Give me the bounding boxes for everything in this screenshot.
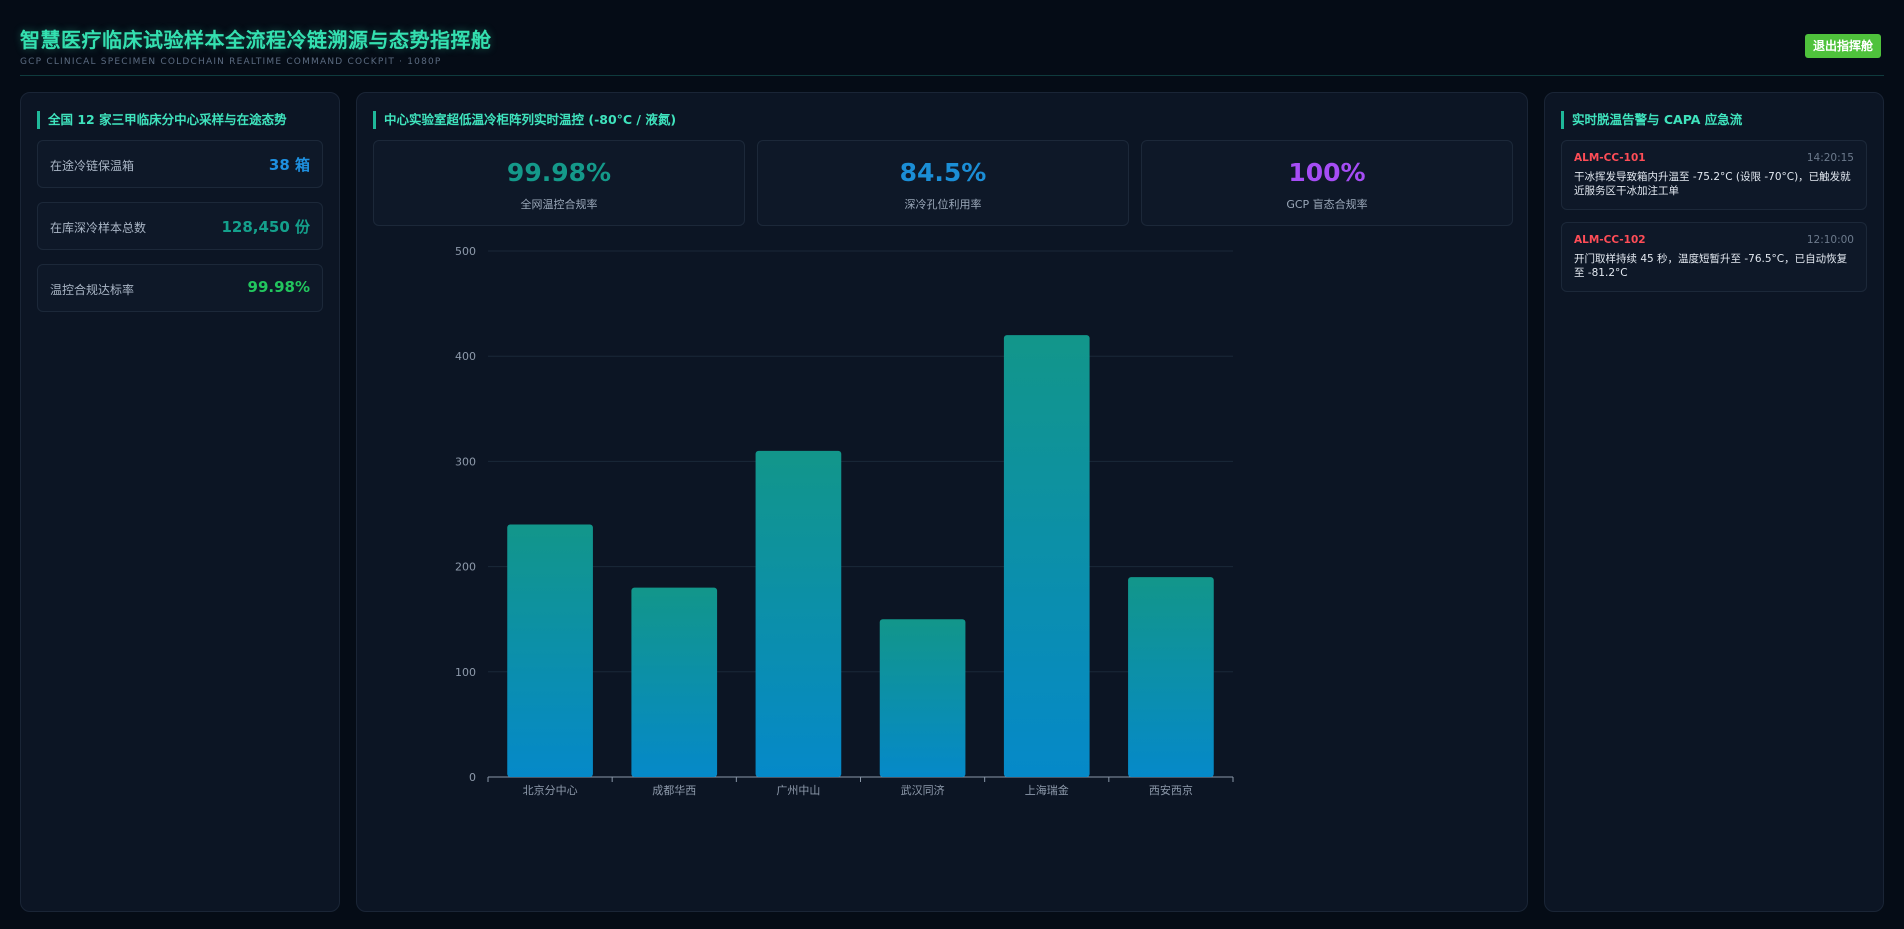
alarm-time: 14:20:15 (1806, 152, 1854, 164)
x-tick-label: 武汉同济 (901, 783, 945, 797)
kpi-value: 100% (1288, 158, 1366, 187)
stat-value: 99.98% (247, 278, 310, 296)
alarm-item[interactable]: ALM-CC-101 14:20:15 干冰挥发导致箱内升温至 -75.2°C … (1561, 140, 1867, 210)
bar (879, 619, 966, 777)
x-tick-label: 北京分中心 (523, 783, 578, 797)
alarm-text: 开门取样持续 45 秒，温度短暂升至 -76.5°C，已自动恢复至 -81.2°… (1574, 253, 1848, 279)
kpi-label: 深冷孔位利用率 (904, 198, 982, 211)
stat-value: 128,450 份 (221, 218, 310, 236)
stat-label: 温控合规达标率 (50, 283, 135, 297)
bar (507, 524, 593, 777)
bar-chart: 0 100 200 300 400 500 北京分中心 成都华西 广州中山 武汉同济 上海瑞金 西安西… (455, 245, 1234, 797)
panel-title: 实时脱温告警与 CAPA 应急流 (1561, 111, 1742, 129)
x-tick-label: 广州中山 (776, 784, 820, 797)
kpi-card-temp-compliance: 99.98% 全网温控合规率 (373, 140, 745, 226)
y-tick-label: 200 (455, 561, 476, 574)
alarm-time: 12:10:00 (1806, 234, 1854, 246)
y-tick-label: 0 (469, 771, 476, 784)
y-tick-label: 300 (455, 455, 476, 468)
bar (1128, 577, 1214, 777)
kpi-label: GCP 盲态合规率 (1286, 198, 1368, 211)
alarm-id: ALM-CC-101 (1574, 152, 1646, 164)
kpi-value: 84.5% (899, 158, 987, 187)
kpi-value: 99.98% (506, 158, 612, 187)
header: 智慧医疗临床试验样本全流程冷链溯源与态势指挥舱 GCP CLINICAL SPE… (20, 0, 1884, 76)
y-tick-label: 400 (455, 350, 476, 363)
stat-card-samples-in-stock: 在库深冷样本总数 128,450 份 (37, 202, 323, 250)
bar-chart-container: 0 100 200 300 400 500 北京分中心 成都华西 广州中山 武汉同济 上海瑞金 西安西… (357, 233, 1529, 913)
stat-card-in-transit-boxes: 在途冷链保温箱 38 箱 (37, 140, 323, 188)
alarm-stream-panel: 实时脱温告警与 CAPA 应急流 ALM-CC-101 14:20:15 干冰挥… (1544, 92, 1884, 912)
x-tick-label: 西安西京 (1149, 783, 1193, 797)
freezer-monitor-panel: 中心实验室超低温冷柜阵列实时温控 (-80°C / 液氮) 99.98% 全网温… (356, 92, 1528, 912)
alarm-id: ALM-CC-102 (1574, 234, 1646, 246)
bar (631, 587, 718, 777)
x-tick-label: 成都华西 (652, 783, 696, 797)
exit-cockpit-button[interactable]: 退出指挥舱 (1804, 34, 1881, 58)
page-title: 智慧医疗临床试验样本全流程冷链溯源与态势指挥舱 (20, 28, 492, 52)
bar (755, 450, 842, 777)
panel-title: 全国 12 家三甲临床分中心采样与在途态势 (37, 111, 287, 129)
kpi-card-slot-utilization: 84.5% 深冷孔位利用率 (757, 140, 1129, 226)
alarm-item[interactable]: ALM-CC-102 12:10:00 开门取样持续 45 秒，温度短暂升至 -… (1561, 222, 1867, 292)
kpi-label: 全网温控合规率 (520, 198, 598, 211)
page-subtitle: GCP CLINICAL SPECIMEN COLDCHAIN REALTIME… (20, 57, 442, 67)
stat-value: 38 箱 (268, 156, 310, 174)
panel-title: 中心实验室超低温冷柜阵列实时温控 (-80°C / 液氮) (373, 111, 676, 129)
stat-label: 在途冷链保温箱 (50, 159, 135, 173)
bar (1003, 335, 1090, 777)
x-tick-label: 上海瑞金 (1025, 783, 1069, 797)
regional-status-panel: 全国 12 家三甲临床分中心采样与在途态势 在途冷链保温箱 38 箱 在库深冷样… (20, 92, 340, 912)
alarm-text: 干冰挥发导致箱内升温至 -75.2°C (设限 -70°C)，已触发就近服务区干… (1574, 171, 1851, 197)
y-tick-label: 500 (455, 245, 476, 258)
kpi-card-blind-compliance: 100% GCP 盲态合规率 (1141, 140, 1513, 226)
stat-card-compliance-rate: 温控合规达标率 99.98% (37, 264, 323, 312)
stat-label: 在库深冷样本总数 (50, 221, 147, 235)
y-tick-label: 100 (455, 666, 476, 679)
